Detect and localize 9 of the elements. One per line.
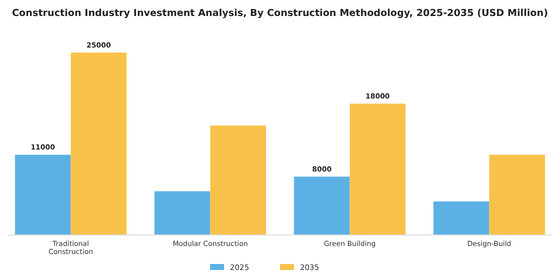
bar xyxy=(14,154,71,235)
bar xyxy=(433,201,490,235)
bar xyxy=(154,191,210,235)
bar xyxy=(489,154,546,235)
bar xyxy=(70,52,127,235)
bar xyxy=(350,104,406,235)
bar xyxy=(210,126,266,235)
chart-title: Construction Industry Investment Analysis, By Construction Methodology, 2025-2035 (USD Million) xyxy=(12,8,548,19)
bar xyxy=(294,176,350,235)
